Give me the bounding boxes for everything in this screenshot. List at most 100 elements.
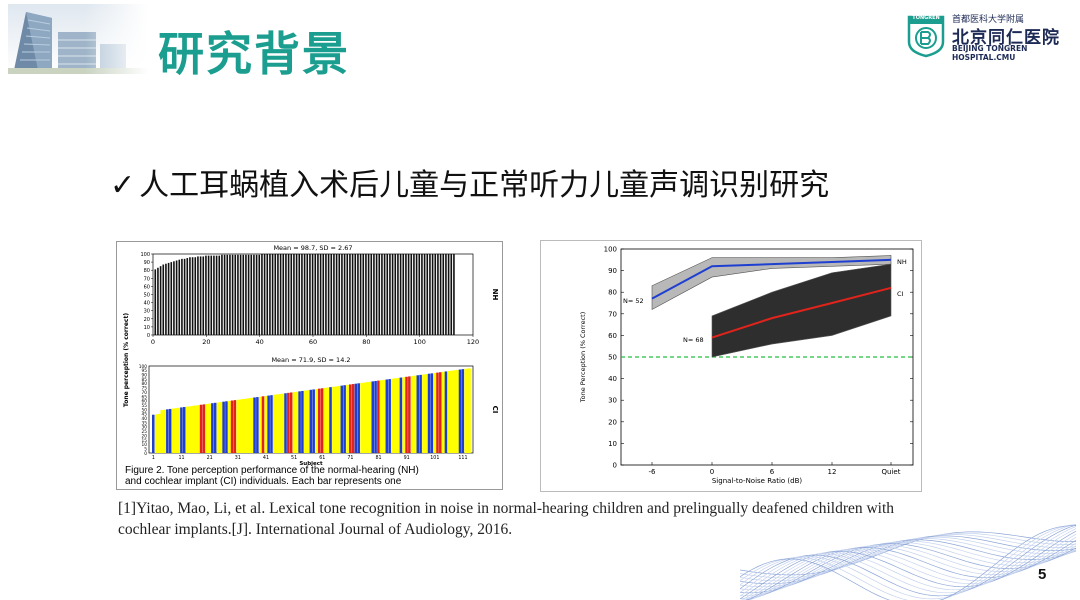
nh-bar: [311, 254, 314, 335]
nh-bar: [431, 254, 434, 335]
nh-bar: [205, 255, 207, 335]
ci-bar: [208, 403, 212, 453]
right-x-tick-label: 6: [770, 468, 775, 476]
wave-line: [746, 540, 1077, 600]
ci-bar: [365, 382, 370, 453]
nh-bar: [397, 254, 399, 335]
ci-y-tick-label: 5: [144, 446, 147, 452]
wave-line: [740, 540, 1077, 597]
nh-bar: [277, 254, 279, 335]
ci-bar: [188, 406, 193, 453]
logo-emblem-text: TONGREN: [912, 15, 940, 21]
nh-bar: [197, 256, 199, 335]
nh-bar: [186, 258, 189, 335]
ci-y-tick-label: 90: [142, 373, 148, 379]
nh-bar: [346, 254, 349, 335]
right-y-tick-label: 90: [608, 267, 617, 275]
nh-bar: [399, 254, 402, 335]
ci-x-tick-label: 101: [430, 455, 439, 461]
nh-bar: [301, 254, 303, 335]
ci-x-tick-label: 81: [375, 455, 381, 461]
ci-bar: [439, 372, 442, 453]
nh-bar: [359, 254, 362, 335]
nh-bar: [229, 254, 231, 335]
ci-bar: [436, 372, 439, 453]
nh-bar: [215, 255, 218, 335]
ci-y-tick-label: 60: [142, 399, 148, 405]
nh-bar: [394, 254, 397, 335]
nh-bar: [325, 254, 327, 335]
ci-x-tick-label: 61: [319, 455, 325, 461]
ci-y-tick-label: 20: [142, 433, 148, 439]
ci-bar: [284, 393, 287, 453]
nh-bar: [306, 254, 309, 335]
nh-bar: [165, 263, 167, 335]
ci-bar: [298, 391, 301, 453]
nh-bar: [357, 254, 359, 335]
nh-side-label: NH: [491, 289, 499, 301]
right-y-tick-label: 50: [608, 354, 617, 362]
ci-bar: [180, 407, 183, 453]
ci-bar: [216, 402, 221, 453]
ci-bar: [320, 388, 324, 453]
figure-left-chart: Mean = 98.7, SD = 2.67010203040506070809…: [123, 244, 499, 487]
wave-line: [740, 525, 1076, 600]
ci-bar: [306, 390, 311, 453]
nh-bar: [242, 254, 245, 335]
ci-bar: [382, 379, 387, 453]
nh-bar: [415, 254, 418, 335]
nh-bar: [266, 254, 269, 335]
ci-bar: [174, 408, 179, 453]
nh-bar: [367, 254, 370, 335]
ci-y-tick-label: 100: [139, 364, 147, 370]
right-x-tick-label: Quiet: [882, 468, 901, 476]
nh-bar: [351, 254, 354, 335]
ci-bar: [399, 377, 403, 453]
ci-bar: [253, 397, 256, 453]
ci-y-tick-label: 75: [142, 386, 148, 392]
series-n-label-ci: N= 68: [683, 336, 704, 344]
nh-y-tick-label: 60: [144, 284, 150, 290]
ci-bar: [416, 375, 420, 453]
ci-bar: [388, 379, 391, 453]
logo-english: BEIJING TONGREN HOSPITAL.CMU: [952, 44, 1028, 62]
nh-bar: [338, 254, 341, 335]
ci-bar: [197, 405, 201, 453]
ci-bar: [329, 387, 332, 453]
ci-bar: [312, 389, 315, 453]
nh-bar: [442, 254, 445, 335]
ci-bar: [287, 392, 290, 453]
ci-bar: [211, 403, 214, 453]
nh-bar: [341, 254, 343, 335]
ci-bar: [182, 407, 186, 453]
ci-bar: [225, 401, 228, 453]
nh-bar: [439, 254, 442, 335]
ci-bar: [227, 400, 232, 453]
ci-x-tick-label: 71: [347, 455, 353, 461]
building-image: [8, 4, 148, 74]
nh-bar: [405, 254, 407, 335]
nh-bar: [437, 254, 439, 335]
nh-bar: [354, 254, 357, 335]
nh-y-tick-label: 20: [144, 317, 150, 323]
ci-bar: [275, 394, 280, 453]
ci-bar: [419, 374, 422, 453]
bullet-point: ✓ 人工耳蜗植入术后儿童与正常听力儿童声调识别研究: [110, 160, 829, 204]
page-number: 5: [1038, 566, 1047, 583]
nh-bar: [263, 254, 266, 335]
nh-bar: [445, 254, 447, 335]
ci-bar: [242, 398, 246, 453]
ci-bar: [441, 371, 446, 453]
ci-bar: [433, 372, 438, 453]
nh-bar: [210, 255, 213, 335]
ci-bar: [295, 391, 300, 453]
ci-bar: [413, 375, 418, 453]
ci-bar: [166, 409, 169, 453]
series-line-nh: [651, 258, 892, 300]
nh-bar: [333, 254, 335, 335]
ci-x-tick-label: 111: [458, 455, 467, 461]
ci-bar: [270, 395, 273, 453]
ci-bar: [464, 368, 469, 453]
ci-bar: [368, 381, 373, 453]
